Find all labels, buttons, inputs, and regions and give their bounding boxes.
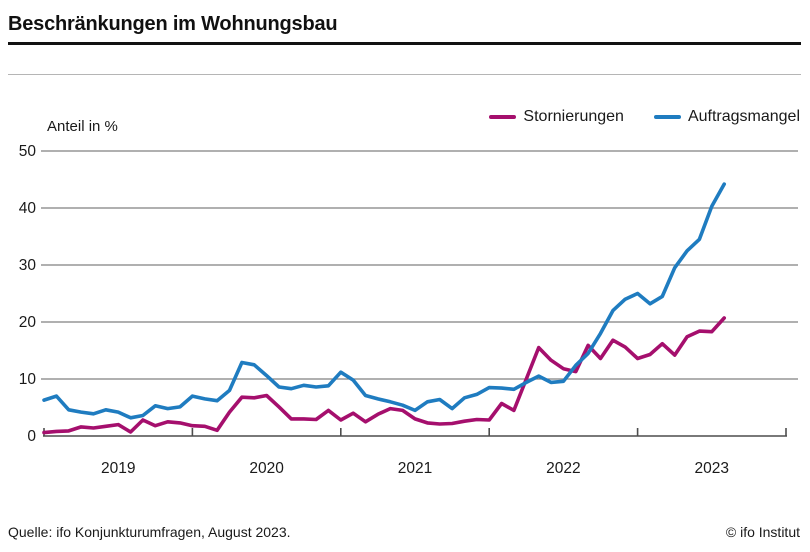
copyright-note: © ifo Institut (725, 524, 800, 540)
y-axis-unit-label: Anteil in % (47, 118, 118, 135)
legend-label-stornierungen: Stornierungen (523, 108, 624, 125)
footer: Quelle: ifo Konjunkturumfragen, August 2… (8, 524, 800, 540)
line-series-auftragsmangel (42, 182, 727, 420)
auftragsmangel-line-swatch (653, 115, 681, 119)
y-tick-label: 30 (19, 257, 37, 274)
y-tick-label: 0 (27, 428, 36, 445)
x-tick-label-2021: 2021 (398, 460, 432, 477)
y-tick-label: 20 (19, 314, 37, 331)
x-tick-label-2023: 2023 (695, 460, 729, 477)
chart-title: Beschränkungen im Wohnungsbau (8, 13, 338, 35)
y-tick-label: 50 (19, 143, 37, 160)
line-series-stornierungen (42, 316, 727, 435)
x-tick-label-2022: 2022 (546, 460, 580, 477)
x-tick-label-2019: 2019 (101, 460, 135, 477)
title-block: Beschränkungen im Wohnungsbau (8, 12, 801, 45)
chart-canvas: 0 10 20 30 40 50 2019 2020 2021 2022 2023 (19, 143, 798, 477)
y-tick-label: 40 (19, 200, 37, 217)
legend-label-auftragsmangel: Auftragsmangel (687, 108, 800, 125)
header-divider (8, 74, 801, 75)
legend-item-stornierungen: Stornierungen (489, 108, 624, 126)
x-tick-label-2020: 2020 (249, 460, 284, 477)
legend: Stornierungen Auftragsmangel (489, 108, 800, 126)
y-tick-label: 10 (19, 371, 37, 388)
legend-item-auftragsmangel: Auftragsmangel (653, 108, 800, 126)
source-note: Quelle: ifo Konjunkturumfragen, August 2… (8, 524, 291, 540)
stornierungen-line-swatch (489, 115, 517, 119)
page: { "header": { "title": "Beschränkungen i… (0, 12, 810, 552)
